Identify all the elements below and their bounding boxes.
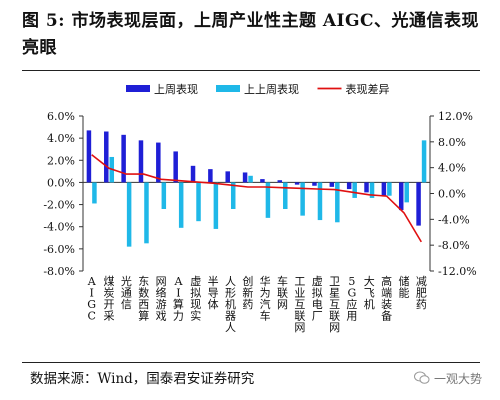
x-tick-label: 网络游戏 <box>156 275 167 323</box>
bar-this-week <box>346 182 352 190</box>
source-note: 数据来源：Wind，国泰君安证券研究 <box>30 371 255 387</box>
bar-last-week <box>126 182 132 247</box>
bar-this-week <box>190 165 196 183</box>
x-tick-label: 东数西算 <box>138 275 149 323</box>
x-tick-label: 半导体 <box>208 274 219 311</box>
bar-this-week <box>208 169 213 183</box>
bar-last-week <box>213 182 219 229</box>
bar-last-week <box>369 182 375 198</box>
diff-series-line <box>91 154 422 243</box>
bar-this-week <box>416 182 421 226</box>
bar-this-week <box>398 182 404 211</box>
bar-last-week <box>352 182 357 198</box>
bar-this-week <box>121 134 126 183</box>
bar-last-week <box>92 182 97 204</box>
bar-last-week <box>317 182 323 221</box>
y-left-tick-label: 0.0% <box>47 176 75 189</box>
legend-label: 上上周表现 <box>244 82 299 96</box>
chart-title: 图 5: 市场表现层面，上周产业性主题 AIGC、光通信表现亮眼 <box>22 11 480 58</box>
y-right-tick-label: -12.0% <box>438 265 477 278</box>
y-left-tick-label: 6.0% <box>47 110 75 123</box>
brand-name: 一观大势 <box>433 372 482 386</box>
legend-label: 表现差异 <box>346 82 390 96</box>
x-tick-label: 大飞机 <box>364 274 375 311</box>
bar-this-week <box>260 179 265 183</box>
bar-last-week <box>387 182 392 196</box>
bar-last-week <box>283 182 288 209</box>
x-tick-label: 创新药 <box>242 275 253 311</box>
bar-this-week <box>173 151 178 183</box>
diff-line <box>91 154 422 243</box>
y-left-tick-label: 2.0% <box>47 154 75 167</box>
bar-this-week <box>329 182 335 187</box>
legend: 上周表现 上上周表现 表现差异 <box>126 82 390 96</box>
y-left-tick-label: 4.0% <box>47 132 75 145</box>
axes: -8.0% -6.0% -4.0% -2.0% 0.0% 2.0% 4.0% 6.0% -12.… <box>43 110 476 278</box>
bar-last-week <box>404 182 409 203</box>
x-tick-label: 卫星互联网 <box>329 275 340 334</box>
y-right-tick-label: 4.0% <box>438 162 466 175</box>
x-tick-label: 煤炭开采 <box>104 275 115 323</box>
bar-this-week <box>277 180 283 183</box>
bar-last-week <box>300 182 305 216</box>
brand-watermark: 一观大势 <box>413 368 482 390</box>
bar-last-week <box>178 182 184 228</box>
title-rule <box>22 70 480 71</box>
bar-last-week <box>335 182 340 223</box>
x-tick-label: A I 算力 <box>173 275 184 323</box>
x-tick-label: 工业互联网 <box>294 275 305 334</box>
legend-swatch <box>126 85 150 92</box>
wechat-icon <box>413 371 430 384</box>
bar-this-week <box>86 130 92 183</box>
bar-last-week <box>230 182 236 209</box>
bar-last-week <box>196 182 201 222</box>
chart: 上周表现 上上周表现 表现差异 -8.0% -6.0% -4.0% -2.0% 0.0% 2.… <box>43 82 476 334</box>
x-tick-label: 人形机器人 <box>225 275 236 334</box>
bar-last-week <box>265 182 271 218</box>
bar-this-week <box>225 171 230 183</box>
x-tick-label: 5 G 应用 <box>346 275 357 323</box>
y-left-tick-label: -4.0% <box>43 221 75 234</box>
bar-this-week <box>156 142 161 183</box>
bar-this-week <box>104 131 109 183</box>
y-left-tick-label: -2.0% <box>43 199 75 212</box>
legend-label: 上周表现 <box>154 82 198 96</box>
bar-last-week <box>248 175 253 183</box>
bar-this-week <box>312 182 317 186</box>
x-tick-label: 车联网 <box>277 274 288 311</box>
y-right-tick-label: 8.0% <box>438 136 466 149</box>
y-right-tick-label: -4.0% <box>438 213 470 226</box>
y-right-tick-label: 12.0% <box>438 110 473 123</box>
bar-last-week <box>421 140 427 183</box>
bar-last-week <box>161 182 167 209</box>
y-right-tick-label: 0.0% <box>438 188 466 201</box>
bar-last-week <box>144 182 149 244</box>
bars <box>86 130 427 247</box>
y-right-tick-label: -8.0% <box>438 239 470 252</box>
bar-this-week <box>242 172 248 183</box>
x-tick-label: 减肥药 <box>416 275 427 311</box>
x-tick-label: 华为汽车 <box>260 274 271 323</box>
x-tick-label: 储能 <box>398 274 409 300</box>
bar-this-week <box>138 140 144 183</box>
x-tick-label: 光通信 <box>121 274 132 311</box>
y-left-tick-label: -8.0% <box>43 265 75 278</box>
x-tick-label: 虚拟电厂 <box>312 275 323 323</box>
y-left-tick-label: -6.0% <box>43 243 75 256</box>
x-tick-label: 高端装备 <box>381 274 392 323</box>
bar-this-week <box>294 182 300 185</box>
footer-rule <box>22 362 480 363</box>
bar-this-week <box>381 182 387 196</box>
legend-swatch <box>216 85 240 92</box>
bar-this-week <box>364 182 369 193</box>
x-tick-label: 虚拟现实 <box>190 275 201 323</box>
